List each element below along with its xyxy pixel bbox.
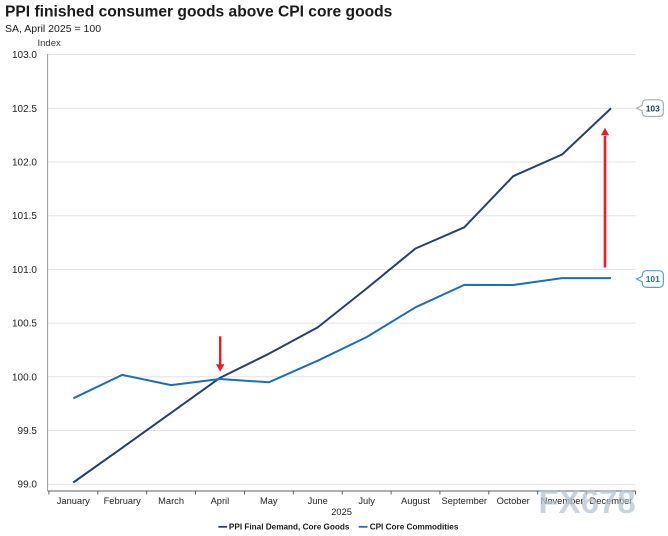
- svg-text:Index: Index: [38, 38, 61, 49]
- svg-text:September: September: [442, 496, 487, 506]
- svg-text:January: January: [57, 496, 90, 506]
- svg-text:103.0: 103.0: [12, 50, 37, 61]
- svg-text:101.0: 101.0: [12, 265, 37, 276]
- svg-text:PPI finished consumer goods ab: PPI finished consumer goods above CPI co…: [5, 4, 393, 21]
- svg-text:December: December: [590, 496, 633, 506]
- svg-text:FX678: FX678: [539, 483, 636, 520]
- svg-text:June: June: [308, 496, 328, 506]
- svg-text:November: November: [541, 496, 584, 506]
- svg-text:SA, April 2025 = 100: SA, April 2025 = 100: [5, 23, 101, 35]
- svg-text:103: 103: [646, 103, 660, 113]
- svg-text:101.5: 101.5: [12, 211, 37, 222]
- svg-text:July: July: [358, 496, 375, 506]
- svg-text:February: February: [104, 496, 142, 506]
- svg-text:August: August: [401, 496, 430, 506]
- svg-text:CPI Core Commodities: CPI Core Commodities: [370, 523, 459, 532]
- svg-text:102.0: 102.0: [12, 158, 37, 169]
- svg-text:May: May: [260, 496, 278, 506]
- svg-text:102.5: 102.5: [12, 104, 37, 115]
- svg-text:99.0: 99.0: [18, 480, 38, 491]
- svg-text:2025: 2025: [331, 507, 352, 517]
- svg-text:100.0: 100.0: [12, 372, 37, 383]
- svg-text:101: 101: [646, 274, 660, 284]
- svg-text:April: April: [211, 496, 230, 506]
- svg-text:99.5: 99.5: [18, 426, 38, 437]
- svg-text:March: March: [158, 496, 184, 506]
- svg-text:100.5: 100.5: [12, 319, 37, 330]
- svg-text:PPI Final Demand, Core Goods: PPI Final Demand, Core Goods: [229, 523, 350, 532]
- svg-text:October: October: [497, 496, 530, 506]
